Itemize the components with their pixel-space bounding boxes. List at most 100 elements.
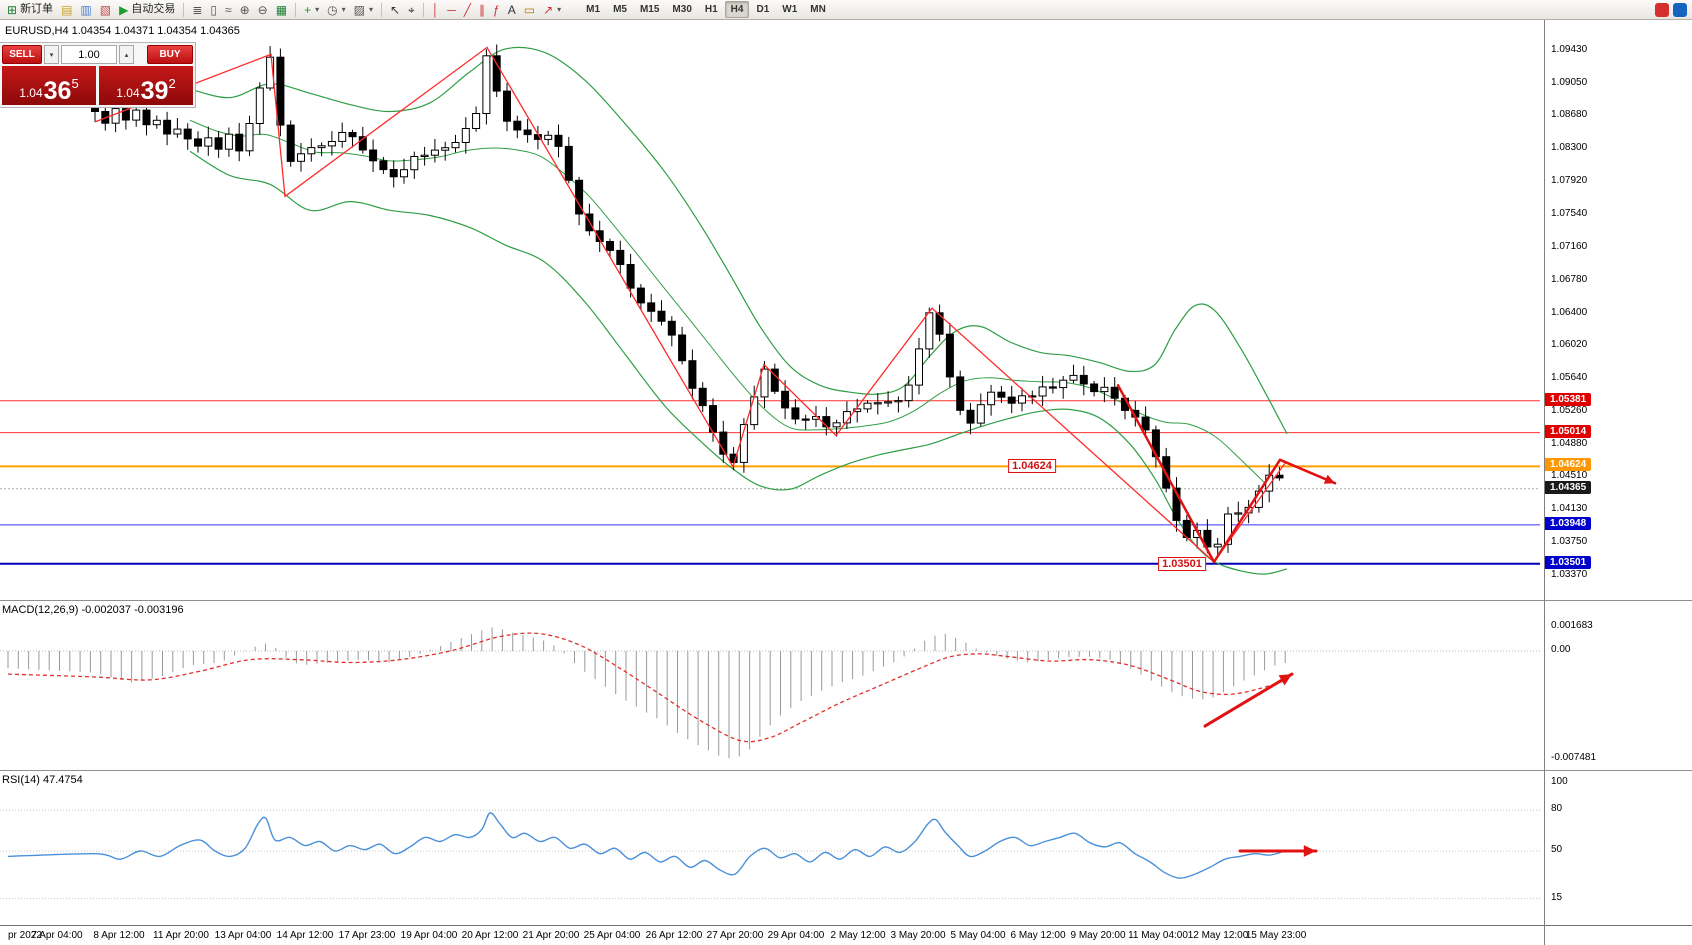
price-badge: 1.03501 <box>1545 556 1592 569</box>
timeframe-h1[interactable]: H1 <box>704 4 718 15</box>
periods-button[interactable]: ◷ ▾ <box>324 1 349 18</box>
timeframe-m1[interactable]: M1 <box>586 4 601 15</box>
sell-button[interactable]: SELL <box>2 45 42 64</box>
time-axis[interactable]: pr 2022 7 Apr 04:00 8 Apr 12:00 11 Apr 20:0… <box>0 925 1692 945</box>
timeframe-m30[interactable]: M30 <box>672 4 692 15</box>
timeframe-d1[interactable]: D1 <box>756 4 770 15</box>
time-label: 7 Apr 04:00 <box>31 930 83 941</box>
zoom-out-button[interactable]: ⊖ <box>255 1 271 18</box>
trendline-icon: ╱ <box>463 2 472 17</box>
zoom-out-icon: ⊖ <box>257 2 268 17</box>
trendline-button[interactable]: ╱ <box>461 1 474 18</box>
volume-decrease-button[interactable]: ▾ <box>44 45 59 64</box>
bid-price-box[interactable]: 1.04 36 5 <box>2 66 96 105</box>
bar-chart-button[interactable]: ≣ <box>189 1 205 18</box>
crosshair-button[interactable]: ⌖ <box>405 1 418 18</box>
ask-price-box[interactable]: 1.04 39 2 <box>99 66 193 105</box>
rsi-axis-label: 15 <box>1551 892 1563 903</box>
new-order-label: 新订单 <box>20 3 54 15</box>
alerts-button[interactable]: ▧ <box>97 1 114 18</box>
time-label: 15 May 23:00 <box>1245 930 1307 941</box>
price-badge: 1.05381 <box>1545 393 1592 406</box>
price-tick: 1.06400 <box>1551 307 1588 318</box>
time-label: 14 Apr 12:00 <box>276 930 334 941</box>
price-chart[interactable] <box>0 20 1544 600</box>
candle-chart-button[interactable]: ▯ <box>207 1 220 18</box>
chart-window: EURUSD,H4 1.04354 1.04371 1.04354 1.0436… <box>0 20 1692 945</box>
rsi-axis-label: 80 <box>1551 803 1563 814</box>
time-label: 3 May 20:00 <box>890 930 946 941</box>
volume-input[interactable] <box>61 45 117 64</box>
macd-axis-label: 0.00 <box>1551 644 1571 655</box>
auto-trading-icon: ▶ <box>119 2 129 17</box>
macd-chart[interactable] <box>0 601 1544 771</box>
timeframe-w1[interactable]: W1 <box>782 4 798 15</box>
indicators-button[interactable]: + ▾ <box>301 1 322 18</box>
timeframe-m15[interactable]: M15 <box>639 4 660 15</box>
horizontal-line-icon: ─ <box>447 2 456 17</box>
profiles-button[interactable]: ▥ <box>77 1 94 18</box>
price-tick: 1.05640 <box>1551 372 1588 383</box>
ask-prefix: 1.04 <box>116 86 140 100</box>
main-toolbar: ⊞ 新订单 ▤ ▥ ▧ ▶ 自动交易 ≣ ▯ ≈ ⊕ ⊖ ▦ + ▾ ◷ ▾ ▨ ▾ ↖ ⌖ │ ─ ╱ ∥ ƒ A ▭ ↗ ▾ M1 M5 M… <box>0 0 1692 20</box>
vertical-line-button[interactable]: │ <box>429 1 443 18</box>
arrows-button[interactable]: ↗ ▾ <box>540 1 564 18</box>
time-label: 11 May 04:00 <box>1128 930 1188 941</box>
arrows-dropdown-icon[interactable]: ▾ <box>557 4 562 14</box>
horizontal-line-button[interactable]: ─ <box>444 1 459 18</box>
news-icon[interactable] <box>1655 3 1669 17</box>
new-order-icon: ⊞ <box>7 2 18 17</box>
community-icon[interactable] <box>1673 3 1687 17</box>
bid-prefix: 1.04 <box>19 86 43 100</box>
cursor-icon: ↖ <box>389 2 401 17</box>
macd-panel: MACD(12,26,9) -0.002037 -0.003196 <box>0 600 1692 770</box>
indicators-dropdown-icon[interactable]: ▾ <box>315 4 320 14</box>
toolbar-separator <box>183 2 185 17</box>
price-tick: 1.03370 <box>1551 569 1588 580</box>
price-tick: 1.04880 <box>1551 438 1588 449</box>
tile-windows-button[interactable]: ▦ <box>273 1 290 18</box>
zoom-in-icon: ⊕ <box>239 2 250 17</box>
volume-increase-button[interactable]: ▴ <box>119 45 134 64</box>
rsi-chart[interactable] <box>0 771 1544 926</box>
equidistant-channel-icon: ∥ <box>479 2 486 17</box>
timeframe-switcher: M1 M5 M15 M30 H1 H4 D1 W1 MN <box>580 1 832 18</box>
profiles-icon: ▥ <box>80 2 92 17</box>
templates-button[interactable]: ▨ ▾ <box>351 1 376 18</box>
price-badge: 1.04365 <box>1545 481 1592 494</box>
auto-trading-label: 自动交易 <box>131 3 176 15</box>
macd-axis-label: -0.007481 <box>1551 752 1597 763</box>
time-label: 12 May 12:00 <box>1187 930 1249 941</box>
line-chart-icon: ≈ <box>225 2 232 17</box>
equidistant-channel-button[interactable]: ∥ <box>476 1 488 18</box>
timeframe-h4[interactable]: H4 <box>724 1 750 18</box>
charts-button[interactable]: ▤ <box>58 1 75 18</box>
time-label: 21 Apr 20:00 <box>522 930 580 941</box>
text-button[interactable]: A <box>505 1 519 18</box>
time-label: 2 May 12:00 <box>830 930 886 941</box>
auto-trading-button[interactable]: ▶ 自动交易 <box>116 1 178 18</box>
price-tick: 1.04510 <box>1551 470 1588 481</box>
templates-dropdown-icon[interactable]: ▾ <box>368 4 373 14</box>
time-label: 25 Apr 04:00 <box>583 930 641 941</box>
templates-icon: ▨ <box>353 2 365 17</box>
line-chart-button[interactable]: ≈ <box>222 1 235 18</box>
timeframe-mn[interactable]: MN <box>810 4 826 15</box>
time-label: 26 Apr 12:00 <box>645 930 703 941</box>
price-tick: 1.09050 <box>1551 77 1588 88</box>
periods-dropdown-icon[interactable]: ▾ <box>341 4 346 14</box>
price-tick: 1.07540 <box>1551 208 1588 219</box>
timeframe-m5[interactable]: M5 <box>613 4 627 15</box>
zoom-in-button[interactable]: ⊕ <box>237 1 253 18</box>
cursor-button[interactable]: ↖ <box>387 1 403 18</box>
new-order-button[interactable]: ⊞ 新订单 <box>4 1 56 18</box>
bar-chart-icon: ≣ <box>192 2 203 17</box>
bid-pips: 36 <box>43 76 72 105</box>
time-label: 27 Apr 20:00 <box>706 930 764 941</box>
toolbar-separator <box>380 2 382 17</box>
fibonacci-button[interactable]: ƒ <box>490 1 503 18</box>
price-axis[interactable]: 1.09430 1.09050 1.08680 1.08300 1.07920 1.075… <box>1544 20 1692 945</box>
charts-icon: ▤ <box>61 2 73 17</box>
text-label-button[interactable]: ▭ <box>521 1 538 18</box>
buy-button[interactable]: BUY <box>147 45 193 64</box>
